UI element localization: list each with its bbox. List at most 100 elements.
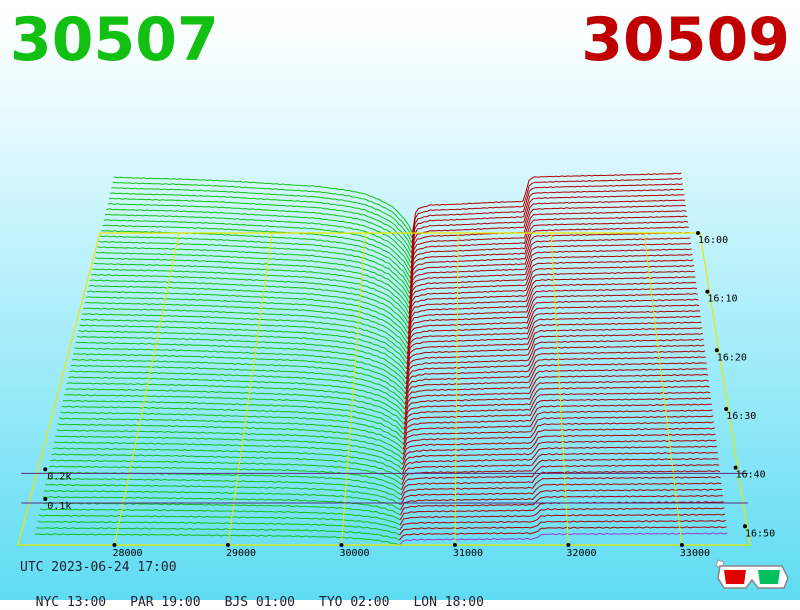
ask-depth-line (399, 507, 725, 526)
bid-depth-line (106, 208, 412, 264)
bid-depth-line (90, 273, 409, 324)
bid-depth-line (46, 477, 402, 501)
bid-depth-layer (34, 176, 413, 546)
bid-depth-line (103, 219, 412, 274)
time-tick-label: 16:10 (707, 294, 737, 305)
time-tick-dot (733, 465, 738, 470)
x-tick-label: 31000 (453, 548, 483, 559)
x-gridline (227, 232, 273, 546)
bid-depth-line (88, 284, 409, 334)
bid-depth-line (70, 364, 406, 405)
clock-lon: LON 18:00 (413, 595, 484, 610)
bid-depth-line (67, 376, 405, 415)
ask-depth-line (399, 519, 726, 536)
bid-depth-line (56, 429, 403, 460)
ask-depth-line (400, 482, 722, 505)
x-tick-dot (679, 543, 684, 547)
bid-depth-line (43, 489, 401, 511)
bid-depth-line (36, 526, 400, 541)
ask-depth-line (406, 315, 701, 364)
ask-depth-line (411, 188, 684, 249)
bid-depth-line (54, 441, 403, 470)
bid-depth-line (73, 353, 406, 395)
ask-depth-line (409, 248, 692, 304)
grid-layer (17, 232, 751, 546)
ask-depth-line (400, 494, 723, 516)
time-tick-dot (714, 348, 719, 353)
ask-depth-line (406, 310, 700, 359)
bid-depth-line (94, 257, 410, 309)
ask-depth-line (398, 532, 728, 546)
ask-depth-line (410, 204, 686, 264)
ask-depth-line (401, 445, 717, 475)
ask-depth-line (409, 231, 690, 289)
ask-depth-line (404, 373, 709, 415)
bid-depth-line (107, 202, 412, 259)
ask-depth-line (403, 409, 713, 445)
ask-depth-line (407, 276, 696, 329)
x-gridline (643, 232, 683, 546)
bid-depth-line (80, 318, 408, 365)
ask-depth-line (401, 451, 718, 480)
ask-depth-line (405, 338, 704, 385)
bid-depth-line (47, 471, 402, 496)
ask-depth-line (403, 397, 712, 435)
bid-depth-line (51, 453, 403, 480)
ask-depth-line (408, 264, 695, 319)
x-gridline (454, 232, 459, 546)
ask-depth-line (402, 433, 716, 465)
3d-glasses-icon[interactable] (712, 556, 792, 592)
depth-tick-dot (43, 467, 48, 472)
ask-depth-line (400, 476, 721, 500)
depth-tick-dot (43, 496, 48, 501)
bid-depth-line (37, 520, 400, 536)
ask-depth-line (410, 215, 688, 274)
bid-depth-line (84, 301, 408, 349)
ask-depth-line (407, 298, 699, 349)
ask-depth-layer (398, 172, 728, 546)
ask-depth-line (406, 321, 702, 370)
bid-depth-line (89, 279, 409, 329)
bid-depth-line (99, 235, 411, 289)
x-tick-label: 30000 (339, 548, 369, 559)
bid-depth-line (69, 370, 406, 410)
bid-depth-line (101, 230, 411, 284)
bid-depth-line (104, 213, 412, 269)
bid-depth-line (62, 399, 405, 435)
ask-depth-line (405, 344, 705, 390)
ask-depth-line (404, 379, 709, 420)
ask-depth-line (409, 237, 691, 294)
bid-depth-line (113, 176, 413, 234)
clock-bjs: BJS 01:00 (224, 595, 296, 610)
bid-depth-line (48, 465, 402, 491)
time-tick-label: 16:30 (726, 411, 756, 422)
ask-depth-line (411, 177, 683, 239)
bid-price: 30507 (10, 5, 219, 75)
axis-labels: 28000 29000 30000 31000 32000 33000 0.1k 0.2k 16… (43, 231, 775, 559)
x-tick-label: 28000 (112, 548, 142, 559)
depth-tick-label: 0.1k (47, 501, 71, 512)
bid-depth-line (102, 224, 411, 279)
ask-depth-line (403, 403, 712, 440)
x-tick-dot (112, 543, 117, 547)
bid-depth-line (93, 262, 410, 314)
ask-depth-line (404, 368, 708, 410)
ask-price: 30509 (581, 5, 790, 75)
bid-depth-line (97, 246, 410, 299)
grid-plane (17, 232, 751, 546)
x-tick-dot (452, 543, 457, 547)
ask-depth-line (410, 220, 689, 279)
ask-depth-line (409, 226, 689, 284)
x-tick-label: 29000 (226, 548, 256, 559)
ask-depth-line (401, 457, 719, 485)
ask-depth-line (402, 427, 715, 460)
x-tick-dot (566, 543, 571, 547)
clock-par: PAR 19:00 (130, 595, 201, 610)
ask-depth-line (407, 287, 697, 339)
x-gridline (340, 232, 366, 546)
bid-depth-line (112, 181, 413, 239)
ask-depth-line (399, 513, 726, 531)
bid-depth-line (38, 514, 400, 531)
time-tick-dot (724, 406, 729, 411)
bid-depth-line (110, 192, 413, 249)
